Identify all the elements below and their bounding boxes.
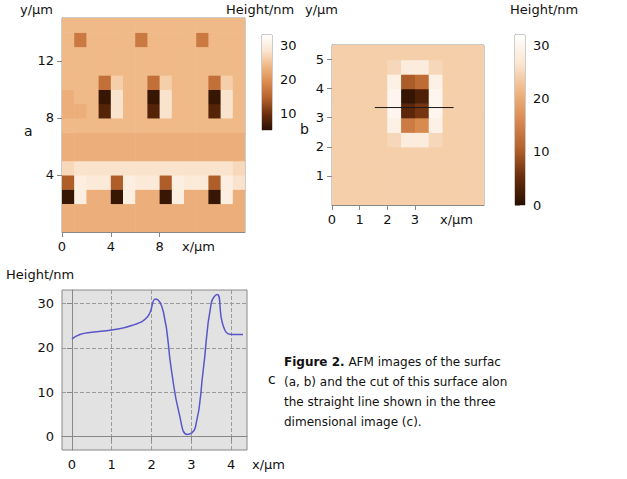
svg-text:a: a: [24, 123, 33, 139]
svg-text:x/μm: x/μm: [252, 457, 285, 472]
svg-text:0: 0: [533, 198, 541, 213]
svg-text:c: c: [268, 371, 276, 387]
svg-text:2: 2: [316, 139, 324, 154]
svg-text:Figure 2.: Figure 2.: [284, 355, 345, 369]
svg-text:10: 10: [37, 385, 54, 400]
svg-text:1: 1: [355, 212, 363, 227]
svg-text:0: 0: [68, 457, 76, 472]
svg-text:12: 12: [37, 53, 54, 68]
svg-text:dimensional image (c).: dimensional image (c).: [284, 415, 422, 429]
svg-text:1: 1: [316, 168, 324, 183]
svg-text:1: 1: [108, 457, 116, 472]
svg-text:20: 20: [533, 91, 550, 106]
svg-text:30: 30: [37, 296, 54, 311]
svg-text:4: 4: [107, 239, 115, 254]
svg-text:8: 8: [155, 239, 163, 254]
svg-text:y/μm: y/μm: [20, 2, 53, 17]
svg-text:3: 3: [411, 212, 419, 227]
svg-text:4: 4: [46, 167, 54, 182]
svg-text:4: 4: [227, 457, 235, 472]
svg-text:20: 20: [280, 72, 297, 87]
svg-text:3: 3: [316, 110, 324, 125]
svg-text:b: b: [300, 121, 309, 137]
svg-text:0: 0: [328, 212, 336, 227]
svg-text:30: 30: [533, 38, 550, 53]
svg-text:0: 0: [46, 429, 54, 444]
svg-text:Height/nm: Height/nm: [6, 267, 74, 282]
svg-text:10: 10: [533, 144, 550, 159]
svg-text:AFM images of the surfac: AFM images of the surfac: [345, 355, 501, 369]
svg-text:x/μm: x/μm: [440, 212, 473, 227]
svg-text:2: 2: [383, 212, 391, 227]
svg-text:20: 20: [37, 340, 54, 355]
svg-text:Height/nm: Height/nm: [226, 2, 294, 17]
svg-text:(a, b) and the cut of this sur: (a, b) and the cut of this surface alon: [284, 375, 507, 389]
svg-text:10: 10: [280, 106, 297, 121]
svg-text:4: 4: [316, 81, 324, 96]
svg-text:5: 5: [316, 52, 324, 67]
svg-text:Height/nm: Height/nm: [510, 2, 578, 17]
svg-text:y/μm: y/μm: [305, 2, 338, 17]
svg-text:3: 3: [187, 457, 195, 472]
svg-text:8: 8: [46, 110, 54, 125]
svg-text:the straight line shown in the: the straight line shown in the three: [284, 395, 496, 409]
svg-text:0: 0: [58, 239, 66, 254]
svg-text:2: 2: [147, 457, 155, 472]
svg-text:30: 30: [280, 38, 297, 53]
svg-text:x/μm: x/μm: [182, 239, 215, 254]
